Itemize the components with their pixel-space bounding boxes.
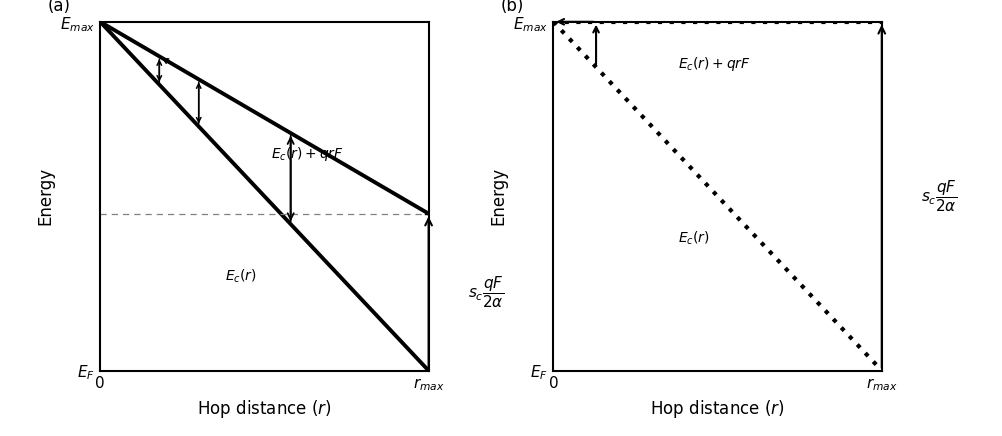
Text: $E_c(r)$: $E_c(r)$	[678, 229, 710, 247]
Text: (b): (b)	[501, 0, 524, 15]
Text: $s_c\dfrac{qF}{2\alpha}$: $s_c\dfrac{qF}{2\alpha}$	[921, 178, 957, 214]
Y-axis label: Energy: Energy	[36, 167, 54, 225]
Y-axis label: Energy: Energy	[489, 167, 507, 225]
Text: $E_c(r)+qrF$: $E_c(r)+qrF$	[678, 54, 750, 73]
Text: $E_c(r)+qrF$: $E_c(r)+qrF$	[271, 145, 344, 164]
Text: $E_c(r)$: $E_c(r)$	[225, 268, 257, 285]
X-axis label: Hop distance ($r$): Hop distance ($r$)	[197, 399, 332, 420]
X-axis label: Hop distance ($r$): Hop distance ($r$)	[650, 399, 785, 420]
Text: (a): (a)	[48, 0, 71, 15]
Text: $s_c\dfrac{qF}{2\alpha}$: $s_c\dfrac{qF}{2\alpha}$	[468, 274, 504, 310]
